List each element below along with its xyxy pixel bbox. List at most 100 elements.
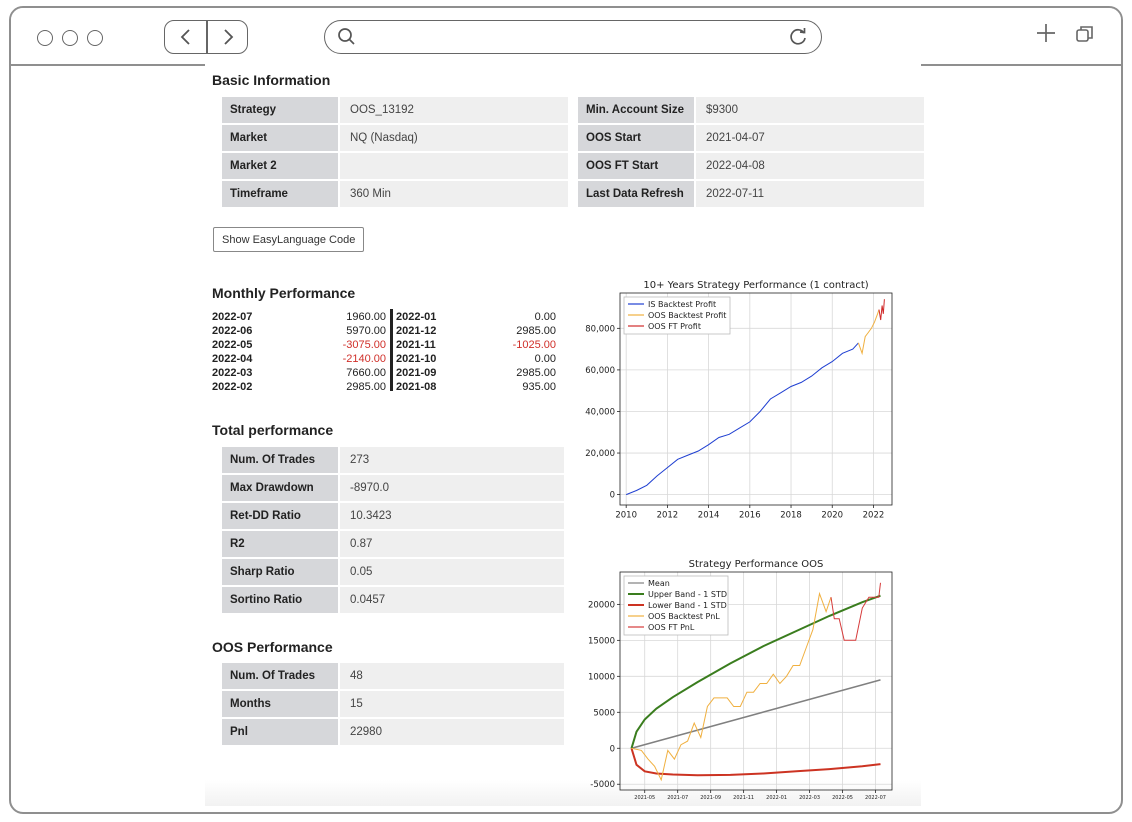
info-value: $9300 [696, 97, 924, 123]
info-value: 2022-07-11 [696, 181, 924, 207]
y-tick-label: 15000 [588, 636, 615, 646]
back-button[interactable] [165, 21, 206, 53]
info-label: OOS FT Start [578, 153, 694, 179]
chevron-right-icon [223, 29, 233, 45]
series-line [630, 748, 881, 777]
show-easylanguage-code-button[interactable]: Show EasyLanguage Code [213, 227, 365, 252]
x-tick-label: 2016 [739, 511, 761, 521]
info-row-strategy: Strategy OOS_13192 [222, 97, 568, 123]
month-value: 2985.00 [346, 381, 386, 393]
month-value: -1025.00 [512, 339, 556, 351]
new-tab-icon[interactable] [1035, 22, 1057, 44]
month-label: 2022-01 [396, 311, 437, 323]
x-tick-label: 2020 [821, 511, 843, 521]
info-row-timeframe: Timeframe 360 Min [222, 181, 568, 207]
info-value: 360 Min [340, 181, 568, 207]
strategy-performance-chart: 10+ Years Strategy Performance (1 contra… [585, 280, 893, 521]
metric-label: Max Drawdown [222, 475, 338, 501]
info-label: Last Data Refresh [578, 181, 694, 207]
y-tick-label: -5000 [590, 780, 615, 790]
month-label: 2021-08 [396, 381, 437, 393]
y-tick-label: 20000 [588, 600, 615, 610]
chart-title: 10+ Years Strategy Performance (1 contra… [643, 280, 868, 291]
chart-title: Strategy Performance OOS [689, 559, 824, 570]
chevron-left-icon [180, 29, 190, 45]
month-label: 2022-07 [212, 311, 253, 323]
window-close-dot[interactable] [37, 30, 53, 46]
total-row: Num. Of Trades 273 [222, 447, 564, 473]
x-tick-label: 2022-01 [766, 795, 787, 801]
series-line [630, 594, 881, 749]
info-label: Market 2 [222, 153, 338, 179]
month-value: 7660.00 [346, 367, 386, 379]
metric-label: R2 [222, 531, 338, 557]
legend-label: OOS Backtest PnL [648, 612, 720, 621]
month-label: 2021-12 [396, 325, 437, 337]
metric-value: 0.05 [340, 559, 564, 585]
x-tick-label: 2010 [615, 511, 637, 521]
y-tick-label: 0 [610, 744, 615, 754]
metric-label: Sharp Ratio [222, 559, 338, 585]
total-row: Max Drawdown -8970.0 [222, 475, 564, 501]
oos-row: Months 15 [222, 691, 564, 717]
info-label: Market [222, 125, 338, 151]
metric-value: 273 [340, 447, 564, 473]
legend-label: IS Backtest Profit [648, 300, 716, 309]
x-tick-label: 2022-03 [799, 795, 820, 801]
series-line [857, 309, 880, 356]
info-row-last-refresh: Last Data Refresh 2022-07-11 [578, 181, 924, 207]
legend-label: OOS FT PnL [648, 623, 695, 632]
total-performance-title: Total performance [212, 422, 334, 438]
info-label: Timeframe [222, 181, 338, 207]
info-value: OOS_13192 [340, 97, 568, 123]
series-line [878, 299, 885, 321]
address-bar[interactable] [324, 20, 822, 54]
window-minimize-dot[interactable] [62, 30, 78, 46]
metric-value: 0.0457 [340, 587, 564, 613]
x-tick-label: 2022 [863, 511, 885, 521]
total-row: R2 0.87 [222, 531, 564, 557]
month-value: 0.00 [534, 353, 556, 365]
forward-button[interactable] [207, 21, 248, 53]
y-tick-label: 0 [610, 491, 615, 501]
y-tick-label: 60,000 [585, 366, 615, 376]
info-row-min-account: Min. Account Size $9300 [578, 97, 924, 123]
legend-box [623, 575, 729, 636]
tabs-overview-icon[interactable] [1075, 24, 1095, 44]
y-tick-label: 10000 [588, 672, 615, 682]
metric-label: Num. Of Trades [222, 663, 338, 689]
x-tick-label: 2022-07 [865, 795, 886, 801]
month-value: 1960.00 [346, 311, 386, 323]
basic-info-title: Basic Information [212, 72, 331, 88]
info-label: OOS Start [578, 125, 694, 151]
total-row: Sharp Ratio 0.05 [222, 559, 564, 585]
x-tick-label: 2021-09 [700, 795, 721, 801]
y-tick-label: 80,000 [585, 324, 615, 334]
legend-label: Lower Band - 1 STD [648, 601, 727, 610]
reload-icon[interactable] [789, 27, 809, 47]
metric-label: Months [222, 691, 338, 717]
x-tick-label: 2021-07 [667, 795, 688, 801]
month-label: 2022-02 [212, 381, 253, 393]
plot-frame [619, 571, 893, 791]
nav-buttons [164, 20, 248, 54]
x-tick-label: 2022-05 [832, 795, 853, 801]
month-value: 0.00 [534, 311, 556, 323]
y-tick-label: 40,000 [585, 407, 615, 417]
info-value [340, 153, 568, 179]
info-row-market: Market NQ (Nasdaq) [222, 125, 568, 151]
metric-label: Pnl [222, 719, 338, 745]
search-icon [338, 28, 355, 45]
metric-label: Ret-DD Ratio [222, 503, 338, 529]
metric-value: 48 [340, 663, 564, 689]
window-maximize-dot[interactable] [87, 30, 103, 46]
x-tick-label: 2014 [698, 511, 720, 521]
info-label: Min. Account Size [578, 97, 694, 123]
x-tick-label: 2018 [780, 511, 802, 521]
x-tick-label: 2021-11 [733, 795, 754, 801]
series-line [830, 582, 881, 641]
month-value: -2140.00 [342, 353, 386, 365]
x-tick-label: 2021-05 [634, 795, 655, 801]
month-label: 2021-11 [396, 339, 436, 351]
metric-label: Sortino Ratio [222, 587, 338, 613]
